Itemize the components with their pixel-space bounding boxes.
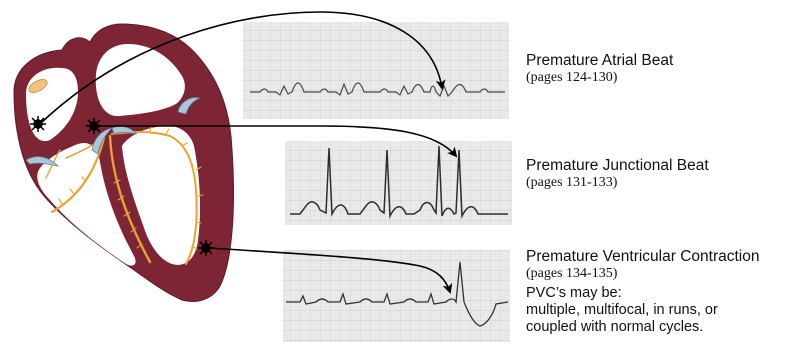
arrow-ventricular: [209, 247, 453, 294]
left-atrium: [95, 44, 185, 117]
arrow-junctional: [98, 125, 458, 158]
valve-left-lower: [25, 156, 60, 167]
pvc-note-line2: coupled with normal cycles.: [526, 319, 704, 335]
arrow-atrial: [41, 11, 446, 123]
ecg-strip-atrial: [243, 22, 509, 119]
label-atrial: Premature Atrial Beat (pages 124-130): [526, 52, 673, 86]
ecg-trace-atrial: [250, 82, 505, 98]
ecg-strip-junctional: [285, 141, 512, 225]
left-ventricle: [122, 125, 201, 265]
label-junctional-pages: (pages 131-133): [526, 175, 618, 190]
heart-illustration: [13, 23, 234, 302]
right-ventricle: [37, 142, 136, 266]
label-ventricular-pages: (pages 134-135): [526, 266, 618, 281]
ecg-trace-junctional: [290, 145, 508, 219]
label-ventricular-title: Premature Ventricular Contraction: [526, 248, 760, 265]
label-atrial-title: Premature Atrial Beat: [526, 52, 674, 69]
ecg-trace-ventricular: [286, 261, 509, 327]
ecg-strip-ventricular: [283, 250, 510, 342]
pvc-note-heading: PVC’s may be:: [526, 285, 622, 301]
pvc-note-line1: multiple, multifocal, in runs, or: [526, 302, 718, 318]
valve-left-upper: [177, 97, 202, 115]
label-atrial-pages: (pages 124-130): [526, 70, 618, 85]
label-ventricular: Premature Ventricular Contraction (pages…: [526, 248, 759, 336]
label-junctional: Premature Junctional Beat (pages 131-133…: [526, 157, 709, 191]
sa-node: [28, 79, 48, 93]
ectopic-focus-atrial-icon: [30, 116, 46, 132]
label-junctional-title: Premature Junctional Beat: [526, 157, 709, 174]
